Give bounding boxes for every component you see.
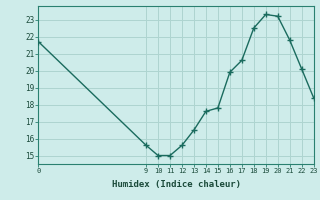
X-axis label: Humidex (Indice chaleur): Humidex (Indice chaleur): [111, 180, 241, 189]
